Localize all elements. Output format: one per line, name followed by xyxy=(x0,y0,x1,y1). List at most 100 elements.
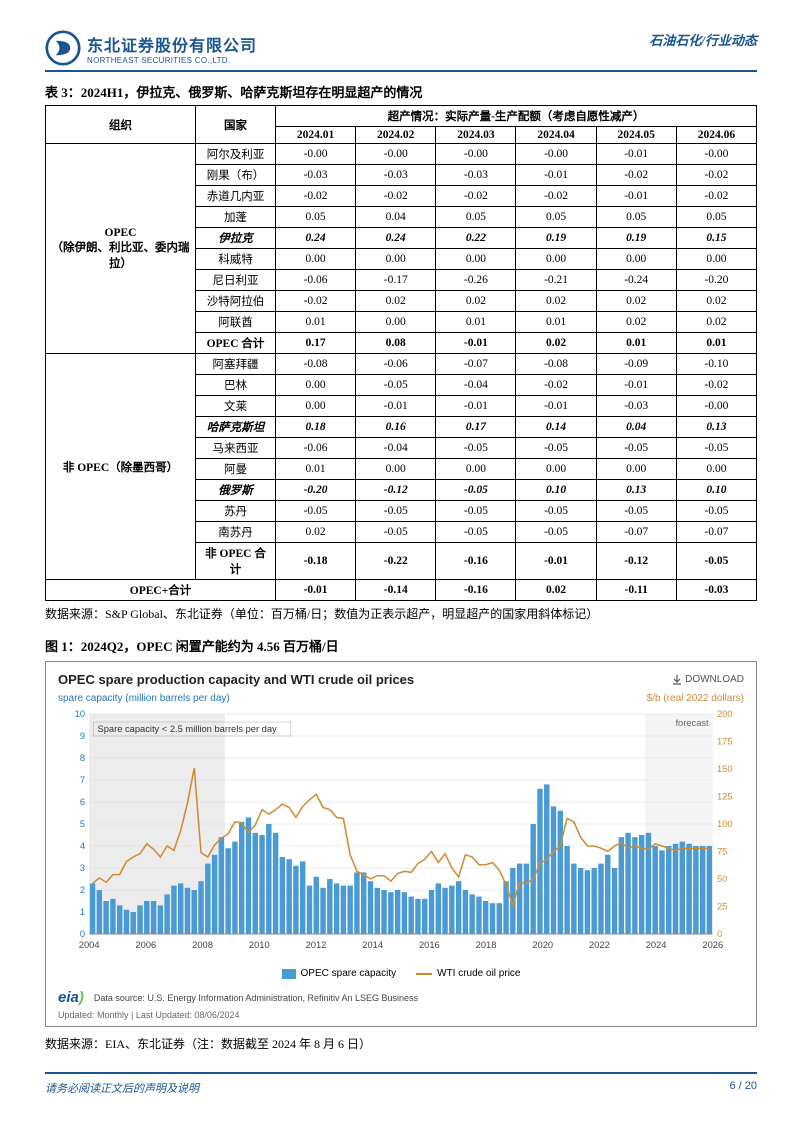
value-cell: 0.05 xyxy=(676,207,756,228)
value-cell: 0.10 xyxy=(676,480,756,501)
value-cell: 0.00 xyxy=(596,249,676,270)
value-cell: -0.00 xyxy=(676,396,756,417)
eia-updated: Updated: Monthly | Last Updated: 08/06/2… xyxy=(58,1010,744,1020)
value-cell: -0.03 xyxy=(356,165,436,186)
value-cell: -0.05 xyxy=(516,501,596,522)
svg-text:200: 200 xyxy=(717,709,733,719)
value-cell: 0.13 xyxy=(596,480,676,501)
grand-total-row: OPEC+合计-0.01-0.14-0.160.02-0.11-0.03 xyxy=(46,580,757,601)
svg-text:2004: 2004 xyxy=(79,940,100,950)
value-cell: -0.02 xyxy=(676,186,756,207)
svg-text:4: 4 xyxy=(80,841,85,851)
svg-text:9: 9 xyxy=(80,731,85,741)
th-span: 超产情况：实际产量-生产配额（考虑自愿性减产） xyxy=(276,106,757,127)
value-cell: -0.03 xyxy=(276,165,356,186)
value-cell: -0.01 xyxy=(516,165,596,186)
value-cell: -0.02 xyxy=(516,186,596,207)
value-cell: -0.07 xyxy=(596,522,676,543)
value-cell: -0.07 xyxy=(676,522,756,543)
subtotal-value: -0.01 xyxy=(516,543,596,580)
value-cell: -0.05 xyxy=(676,438,756,459)
value-cell: 0.02 xyxy=(436,291,516,312)
value-cell: 0.00 xyxy=(596,459,676,480)
company-name-en: NORTHEAST SECURITIES CO.,LTD. xyxy=(87,56,257,65)
value-cell: -0.21 xyxy=(516,270,596,291)
value-cell: 0.02 xyxy=(596,312,676,333)
figure1-title: 图 1：2024Q2，OPEC 闲置产能约为 4.56 百万桶/日 xyxy=(45,636,757,655)
value-cell: 0.02 xyxy=(356,291,436,312)
value-cell: 0.05 xyxy=(436,207,516,228)
svg-text:2026: 2026 xyxy=(702,940,723,950)
table-row: 非 OPEC（除墨西哥）阿塞拜疆-0.08-0.06-0.07-0.08-0.0… xyxy=(46,354,757,375)
subtotal-label: OPEC 合计 xyxy=(196,333,276,354)
value-cell: -0.00 xyxy=(356,144,436,165)
value-cell: -0.03 xyxy=(596,396,676,417)
value-cell: 0.16 xyxy=(356,417,436,438)
value-cell: -0.01 xyxy=(596,375,676,396)
subtotal-value: 0.08 xyxy=(356,333,436,354)
country-cell: 阿尔及利亚 xyxy=(196,144,276,165)
subtotal-value: 0.17 xyxy=(276,333,356,354)
svg-text:Spare capacity < 2.5 million b: Spare capacity < 2.5 million barrels per… xyxy=(97,724,277,734)
subtotal-value: -0.01 xyxy=(436,333,516,354)
value-cell: -0.05 xyxy=(676,501,756,522)
value-cell: 0.00 xyxy=(356,459,436,480)
country-cell: 苏丹 xyxy=(196,501,276,522)
subtotal-value: -0.22 xyxy=(356,543,436,580)
table3-source: 数据来源：S&P Global、东北证券（单位：百万桶/日；数值为正表示超产，明… xyxy=(45,605,757,622)
logo-block: 东北证券股份有限公司 NORTHEAST SECURITIES CO.,LTD. xyxy=(45,30,257,66)
legend-line-label: WTI crude oil price xyxy=(437,968,520,979)
value-cell: 0.02 xyxy=(596,291,676,312)
th-country: 国家 xyxy=(196,106,276,144)
value-cell: 0.00 xyxy=(676,459,756,480)
svg-text:175: 175 xyxy=(717,737,733,747)
value-cell: -0.02 xyxy=(356,186,436,207)
country-cell: 巴林 xyxy=(196,375,276,396)
subtotal-label: 非 OPEC 合计 xyxy=(196,543,276,580)
value-cell: -0.02 xyxy=(436,186,516,207)
subtotal-value: -0.05 xyxy=(676,543,756,580)
value-cell: -0.20 xyxy=(276,480,356,501)
country-cell: 科威特 xyxy=(196,249,276,270)
svg-text:2010: 2010 xyxy=(249,940,270,950)
y-left-label: spare capacity (million barrels per day) xyxy=(58,693,230,704)
svg-text:0: 0 xyxy=(80,929,85,939)
svg-text:100: 100 xyxy=(717,819,733,829)
value-cell: -0.02 xyxy=(676,165,756,186)
page-header: 东北证券股份有限公司 NORTHEAST SECURITIES CO.,LTD.… xyxy=(45,30,757,72)
grand-total-value: -0.11 xyxy=(596,580,676,601)
svg-text:2020: 2020 xyxy=(532,940,553,950)
value-cell: 0.00 xyxy=(516,249,596,270)
figure1-source: 数据来源：EIA、东北证券（注：数据截至 2024 年 8 月 6 日） xyxy=(45,1035,757,1052)
value-cell: 0.18 xyxy=(276,417,356,438)
value-cell: 0.00 xyxy=(276,249,356,270)
value-cell: 0.13 xyxy=(676,417,756,438)
value-cell: 0.00 xyxy=(276,396,356,417)
value-cell: -0.10 xyxy=(676,354,756,375)
value-cell: 0.22 xyxy=(436,228,516,249)
value-cell: -0.24 xyxy=(596,270,676,291)
company-name-cn: 东北证券股份有限公司 xyxy=(87,32,257,56)
value-cell: -0.26 xyxy=(436,270,516,291)
group-cell: 非 OPEC（除墨西哥） xyxy=(46,354,196,580)
grand-total-value: -0.03 xyxy=(676,580,756,601)
value-cell: -0.01 xyxy=(516,396,596,417)
value-cell: 0.05 xyxy=(516,207,596,228)
svg-text:2024: 2024 xyxy=(646,940,667,950)
table-row: OPEC（除伊朗、利比亚、委内瑞拉）阿尔及利亚-0.00-0.00-0.00-0… xyxy=(46,144,757,165)
value-cell: 0.00 xyxy=(676,249,756,270)
th-month: 2024.04 xyxy=(516,127,596,144)
svg-text:2006: 2006 xyxy=(135,940,156,950)
eia-source-text: Data source: U.S. Energy Information Adm… xyxy=(94,993,418,1003)
value-cell: -0.06 xyxy=(356,354,436,375)
legend-bar: OPEC spare capacity xyxy=(282,968,397,979)
country-cell: 阿联酋 xyxy=(196,312,276,333)
svg-text:2: 2 xyxy=(80,885,85,895)
value-cell: 0.00 xyxy=(356,312,436,333)
value-cell: -0.05 xyxy=(596,501,676,522)
download-button[interactable]: DOWNLOAD xyxy=(672,674,744,685)
chart-inner-title: OPEC spare production capacity and WTI c… xyxy=(58,672,414,687)
page-footer: 请务必阅读正文后的声明及说明 6 / 20 xyxy=(45,1072,757,1096)
value-cell: -0.05 xyxy=(356,501,436,522)
value-cell: 0.19 xyxy=(596,228,676,249)
